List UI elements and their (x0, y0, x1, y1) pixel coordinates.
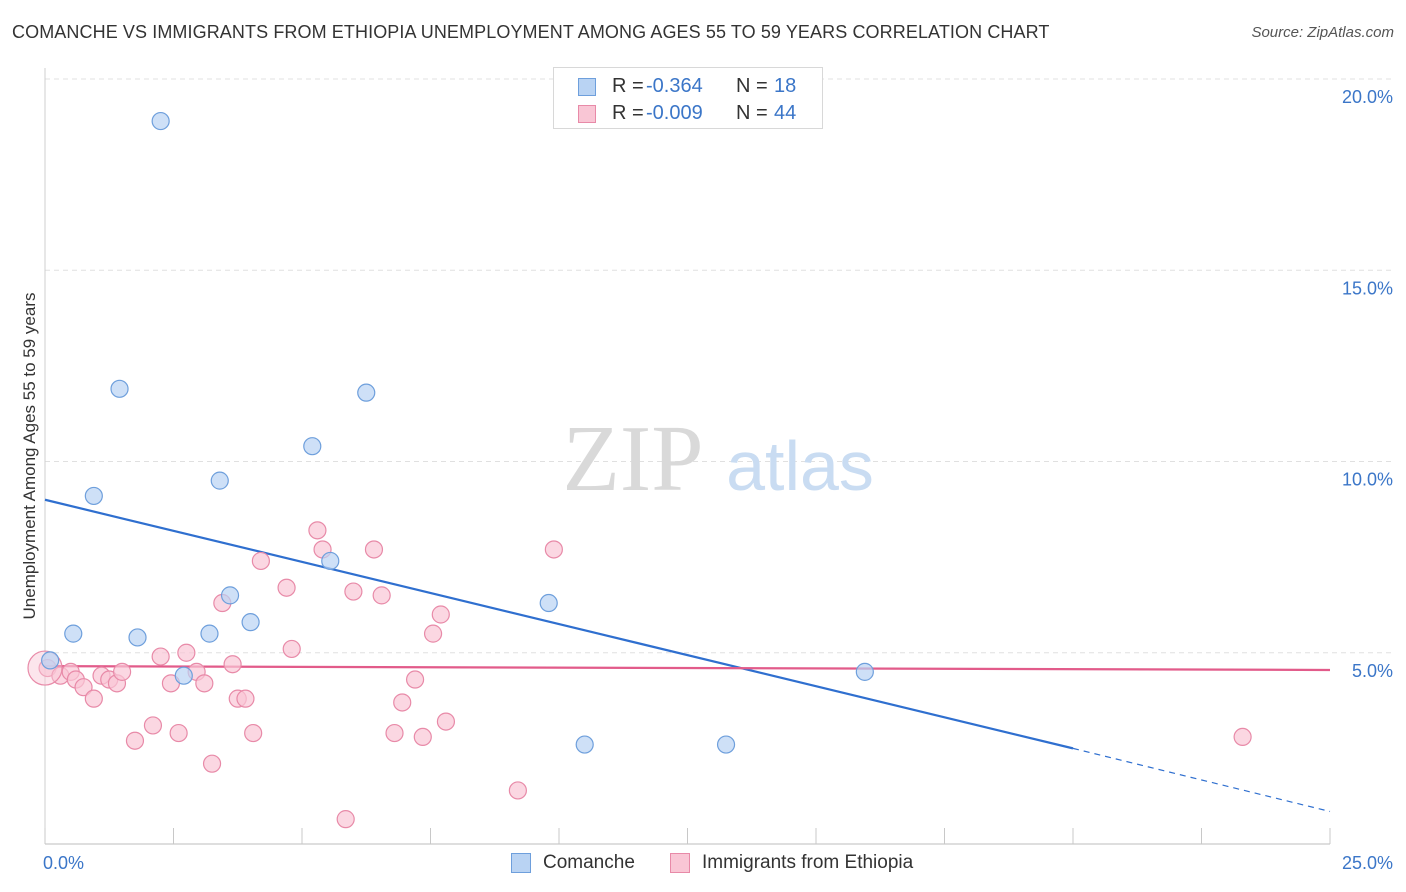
y-tick-label: 20.0% (1342, 87, 1393, 107)
ethiopia-point (423, 624, 443, 643)
ethiopia-point (195, 674, 214, 693)
legend-label: Comanche (543, 852, 635, 873)
ethiopia-point (202, 754, 222, 773)
x-tick-label-min: 0.0% (43, 853, 84, 873)
comanche-point (210, 471, 229, 490)
ethiopia-point (277, 578, 296, 597)
ethiopia-point (508, 781, 527, 800)
series-legend: Comanche Immigrants from Ethiopia (0, 852, 1406, 878)
ethiopia-point (244, 723, 263, 743)
ethiopia-point (236, 689, 255, 708)
r-label: R = (612, 75, 644, 97)
x-tick-label-max: 25.0% (1342, 853, 1393, 873)
comanche-swatch (578, 78, 596, 96)
ethiopia-point (1233, 727, 1252, 747)
axes (44, 68, 1331, 845)
ethiopia-point (251, 551, 270, 571)
ethiopia-point (308, 521, 327, 540)
comanche-trend-extension (1072, 747, 1331, 813)
source-label: Source: ZipAtlas.com (1251, 24, 1394, 41)
tick-labels: 5.0% 10.0% 15.0% 20.0% 0.0% 25.0% (43, 87, 1393, 873)
n-value: 44 (774, 102, 797, 124)
ethiopia-point (405, 670, 425, 689)
r-value: -0.364 (646, 75, 703, 97)
comanche-point (357, 383, 376, 402)
ethiopia-point (385, 723, 404, 743)
y-tick-label: 5.0% (1352, 661, 1393, 681)
ethiopia-point (544, 540, 563, 559)
watermark-zip: ZIP (563, 407, 704, 511)
legend-label: Immigrants from Ethiopia (702, 852, 914, 873)
ethiopia-point (151, 647, 170, 666)
comanche-point (174, 666, 193, 685)
ethiopia-point (112, 662, 132, 681)
ethiopia-point (372, 586, 391, 605)
ethiopia-point (364, 540, 384, 559)
data-points (27, 111, 1252, 829)
ethiopia-point (282, 639, 301, 659)
legend-row-comanche: R = -0.364 N = 18 (554, 75, 822, 101)
comanche-swatch (511, 853, 531, 873)
r-label: R = (612, 102, 644, 124)
comanche-point (241, 613, 260, 632)
comanche-point (110, 379, 129, 398)
watermark-atlas: atlas (726, 427, 874, 505)
comanche-trend-line (44, 498, 1074, 750)
watermark: ZIP atlas (563, 407, 874, 511)
correlation-legend: R = -0.364 N = 18 R = -0.009 N = 44 (553, 67, 823, 129)
comanche-point (84, 486, 103, 506)
comanche-point (220, 586, 240, 605)
ethiopia-point (169, 723, 188, 743)
comanche-point (151, 111, 170, 131)
comanche-point (41, 651, 60, 670)
comanche-point (64, 624, 83, 643)
ethiopia-point (125, 731, 145, 750)
gridlines (45, 78, 1392, 654)
comanche-point (128, 628, 147, 647)
comanche-point (539, 593, 558, 613)
comanche-point (321, 551, 340, 571)
ethiopia-point (413, 727, 432, 747)
r-value: -0.009 (646, 102, 703, 124)
ethiopia-point (74, 678, 93, 697)
ethiopia-swatch (670, 853, 690, 873)
comanche-point (855, 662, 874, 681)
ethiopia-point (223, 655, 242, 674)
ethiopia-point (393, 693, 412, 712)
comanche-point (716, 735, 736, 754)
ethiopia-point (336, 810, 355, 829)
ethiopia-point (143, 716, 163, 735)
comanche-point (575, 735, 594, 754)
ethiopia-point (436, 712, 456, 731)
ethiopia-trend-line (44, 665, 1331, 672)
trend-lines (44, 498, 1331, 813)
y-tick-label: 15.0% (1342, 278, 1393, 298)
ethiopia-point (177, 643, 196, 662)
n-value: 18 (774, 75, 797, 97)
ethiopia-point (344, 582, 363, 601)
comanche-point (303, 437, 322, 456)
y-tick-label: 10.0% (1342, 470, 1393, 490)
ethiopia-point (84, 689, 103, 708)
n-label: N = (736, 75, 768, 97)
chart-title: COMANCHE VS IMMIGRANTS FROM ETHIOPIA UNE… (12, 22, 1050, 42)
ethiopia-point (431, 605, 450, 624)
legend-row-ethiopia: R = -0.009 N = 44 (554, 102, 822, 128)
n-label: N = (736, 102, 768, 124)
ethiopia-swatch (578, 105, 596, 123)
comanche-point (200, 624, 219, 643)
